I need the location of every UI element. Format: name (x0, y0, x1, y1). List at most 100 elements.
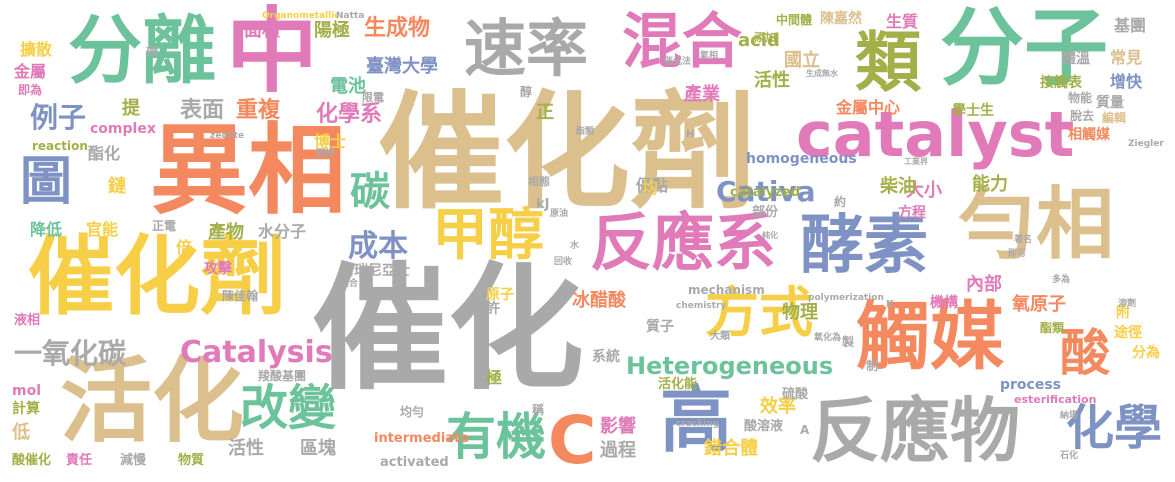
word: 帶 (146, 45, 159, 59)
word: Catalysis (180, 335, 333, 370)
word: 成本 (348, 229, 408, 264)
word: 勻相 (958, 180, 1115, 270)
word: 系統 (592, 349, 620, 365)
word: 正電 (152, 219, 177, 233)
word: 水 (570, 241, 580, 251)
word: 質量 (1096, 95, 1124, 111)
word: 增快 (1110, 72, 1143, 91)
word: C (548, 402, 597, 479)
word: 例子 (30, 101, 87, 134)
word: 物質 (178, 453, 205, 468)
word: 活化 (60, 348, 245, 455)
word: 效率 (760, 396, 796, 417)
word: 區塊 (300, 438, 336, 459)
word: 圖 (20, 152, 73, 212)
word: 冰醋酸 (572, 290, 626, 311)
word: 酯化 (88, 144, 121, 163)
word: 倍 (176, 238, 193, 257)
word: H (686, 129, 695, 140)
word: 生成無水 (806, 69, 838, 78)
word: 催化劑 (28, 227, 286, 327)
word: 方程 (898, 205, 926, 221)
word: 表面 (180, 98, 225, 123)
word: 混合 (622, 7, 742, 77)
word: zeolite (210, 131, 245, 141)
word: 氧原子 (1012, 294, 1066, 315)
word: 擴散 (20, 40, 53, 59)
word: 攻擊 (204, 261, 232, 277)
word: 金屬中心 (836, 98, 901, 117)
word: 些許 (472, 301, 500, 317)
word: 物能 (1068, 91, 1093, 105)
word: 柴油 (880, 176, 916, 197)
word: 正 (536, 102, 554, 123)
word: 重複 (236, 98, 281, 123)
word: 極 (486, 368, 503, 387)
word: 改變 (240, 380, 337, 436)
word: 活性 (228, 438, 264, 459)
word: 反應物 (810, 390, 1020, 472)
word: 博士 (314, 132, 347, 151)
word: 途徑 (1114, 325, 1142, 341)
word: 酯類 (1040, 321, 1065, 335)
word: 觸媒 (856, 294, 1004, 380)
word: 活化能 (658, 377, 698, 392)
word: 製 (842, 335, 855, 349)
word: 原油 (550, 209, 569, 219)
word: 脫去 (1070, 109, 1095, 123)
word: 酸溶液 (744, 419, 784, 434)
word: 部份 (752, 205, 779, 220)
word: 高 (660, 378, 733, 462)
word: 陳嘉然 (820, 11, 862, 27)
word: Ziegler (1128, 139, 1164, 149)
word: 硫酸 (782, 387, 809, 402)
word: 酵素 (800, 209, 928, 283)
word: 工業界 (904, 157, 928, 166)
word: kJ (536, 197, 550, 212)
word: 異相 (150, 114, 347, 228)
word: 納塔 (1060, 411, 1079, 421)
word: 電池 (330, 76, 366, 97)
word: process (1000, 377, 1062, 393)
word: 物理 (782, 302, 818, 323)
word: 相觸媒 (1068, 127, 1110, 143)
word: 分離 (68, 8, 216, 94)
word: 學士生 (952, 103, 994, 119)
word: 生成物 (364, 16, 431, 41)
word: mol (12, 383, 42, 399)
word: 活性 (754, 70, 790, 91)
word: 基團 (1114, 16, 1147, 35)
word: Cativa (716, 175, 816, 208)
word: polymerization (808, 293, 884, 303)
word: homogeneous (746, 151, 857, 167)
word: 編輯 (1102, 111, 1127, 125)
word: 約 (834, 195, 847, 209)
word: 碳 (350, 169, 390, 215)
word: 優點 (636, 176, 669, 195)
word: 陳佳翰 (222, 289, 259, 303)
word: 純化 (762, 231, 778, 240)
word: 鏈 (108, 176, 126, 197)
word: 產業 (684, 84, 720, 105)
word: 提 (122, 98, 140, 119)
word: 影響 (600, 416, 636, 437)
word: 均 (642, 178, 659, 197)
word: 低 (12, 422, 30, 443)
word: 添加 (754, 31, 776, 44)
word: 一氧化碳 (14, 337, 127, 370)
word: acid (738, 30, 780, 51)
word: 大小 (906, 180, 942, 201)
word: 催化 (312, 251, 584, 409)
word: 回收 (554, 257, 573, 267)
word: 速率 (464, 12, 589, 85)
word: 即為 (18, 83, 43, 97)
word: 稱 (532, 403, 545, 417)
word: 計算 (12, 401, 40, 417)
word: activated (380, 455, 449, 470)
word: 方式 (705, 281, 813, 344)
word: Organometallic (262, 11, 340, 21)
word: cracking (676, 419, 720, 429)
word: 分為 (1132, 345, 1160, 361)
word: 相態 (528, 175, 550, 188)
